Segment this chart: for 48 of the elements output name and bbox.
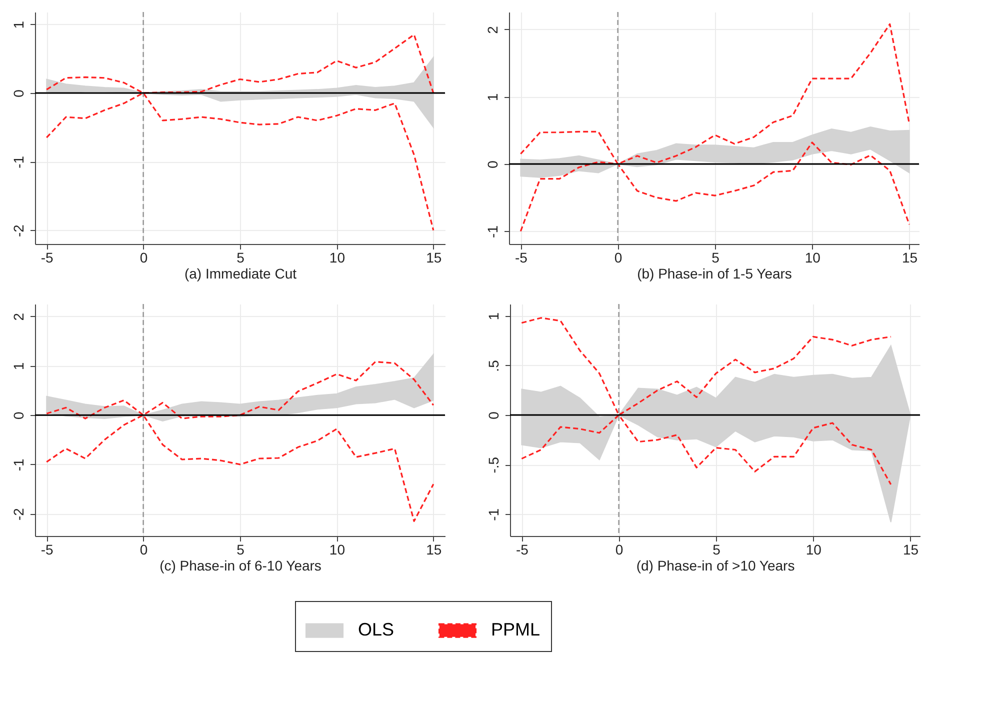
x-tick-label: 5: [712, 542, 721, 558]
y-tick-label: 1: [484, 93, 500, 102]
x-tick-label: 15: [902, 542, 919, 558]
y-tick-label: -1: [484, 225, 500, 238]
x-tick-label: 15: [426, 542, 442, 558]
y-tick-label: -1: [486, 508, 502, 521]
line-series: [520, 317, 892, 416]
y-tick-label: 1: [10, 20, 26, 29]
y-tick-label: 2: [10, 312, 26, 321]
x-axis-title: (d) Phase-in of >10 Years: [636, 558, 795, 574]
y-tick-label: 1: [10, 362, 26, 370]
line-series: [520, 23, 910, 165]
y-tick-label: 0: [10, 411, 26, 420]
x-tick-label: -5: [40, 250, 54, 266]
x-tick-label: -5: [40, 542, 54, 558]
x-axis-title: (a) Immediate Cut: [184, 266, 297, 282]
x-tick-label: 5: [712, 250, 720, 266]
x-axis-title: (b) Phase-in of 1-5 Years: [637, 266, 792, 282]
y-tick-label: 0: [486, 411, 502, 420]
line-series: [520, 414, 892, 486]
y-tick-label: -1: [10, 458, 26, 472]
y-tick-label: .5: [486, 360, 502, 372]
y-tick-label: 1: [486, 312, 502, 320]
y-tick-label: -2: [10, 508, 26, 521]
x-tick-label: 15: [902, 250, 918, 266]
y-tick-label: 2: [484, 26, 500, 34]
y-tick-label: 0: [484, 160, 500, 168]
y-tick-label: -2: [10, 224, 26, 237]
legend-label: OLS: [358, 620, 394, 640]
x-axis-title: (c) Phase-in of 6-10 Years: [160, 558, 322, 574]
x-tick-label: 0: [614, 250, 622, 266]
line-series: [520, 142, 910, 232]
legend-label: PPML: [491, 620, 540, 640]
x-tick-label: -5: [514, 250, 528, 266]
x-tick-label: -5: [516, 542, 529, 558]
x-tick-label: 0: [140, 250, 148, 266]
x-tick-label: 5: [236, 542, 245, 558]
x-tick-label: 10: [806, 542, 822, 558]
x-tick-label: 10: [329, 250, 346, 266]
y-tick-label: -.5: [486, 456, 502, 474]
x-tick-label: 10: [804, 250, 821, 266]
x-tick-label: 10: [329, 542, 346, 558]
x-tick-label: 0: [615, 542, 624, 558]
y-tick-label: -1: [10, 156, 26, 168]
y-tick-label: 0: [10, 89, 26, 98]
x-tick-label: 0: [140, 542, 148, 558]
x-tick-label: 15: [426, 250, 442, 266]
x-tick-label: 5: [236, 250, 245, 266]
